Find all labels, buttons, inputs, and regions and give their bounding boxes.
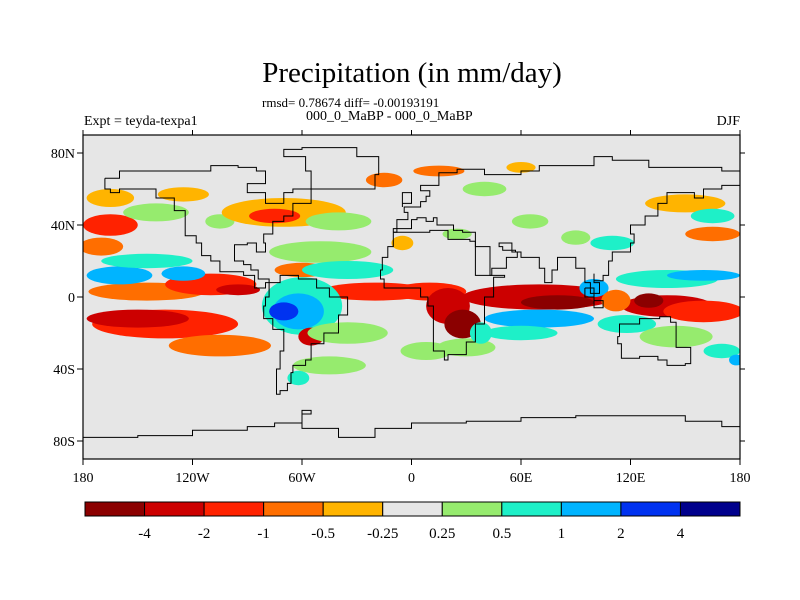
anomaly-region-38 <box>484 325 558 341</box>
anomaly-region-26 <box>307 322 388 344</box>
colorbar-swatch-4 <box>322 501 384 517</box>
continent-outline-2 <box>283 147 380 190</box>
anomaly-region-58 <box>703 343 740 359</box>
colorbar-swatch-8 <box>560 501 622 517</box>
anomaly-region-28 <box>287 370 310 386</box>
continent-outline-3 <box>380 229 506 361</box>
anomaly-region-5 <box>216 284 261 296</box>
anomaly-region-18 <box>269 241 372 263</box>
colorbar-label-8: 2 <box>617 526 625 542</box>
anomaly-region-8 <box>101 253 193 269</box>
x-tick-label-4: 60E <box>510 471 533 486</box>
anomaly-region-59 <box>729 354 740 366</box>
stats-subtitle: rmsd= 0.78674 diff= -0.00193191 <box>262 95 439 110</box>
anomaly-region-48 <box>685 226 740 242</box>
x-tick-label-0: 180 <box>73 471 94 486</box>
anomaly-region-12 <box>157 187 209 202</box>
continent-outline-0 <box>104 165 312 289</box>
anomaly-region-43 <box>667 270 740 281</box>
anomaly-region-10 <box>83 214 138 236</box>
experiment-label: Expt = teyda-texpa1 <box>84 114 198 129</box>
y-tick-label-0: 80N <box>51 147 75 162</box>
colorbar-swatch-10 <box>679 501 741 517</box>
anomaly-region-16 <box>249 208 301 224</box>
anomaly-layer <box>83 162 740 386</box>
anomaly-region-45 <box>601 289 631 312</box>
anomaly-region-61 <box>442 228 472 240</box>
anomaly-region-2 <box>168 334 271 357</box>
colorbar-label-9: 4 <box>677 526 685 542</box>
season-label: DJF <box>717 114 741 129</box>
y-tick-label-2: 0 <box>68 291 75 306</box>
anomaly-region-17 <box>305 212 372 231</box>
colorbar-swatch-5 <box>382 501 443 517</box>
anomaly-region-52 <box>561 230 591 245</box>
colorbar-label-7: 1 <box>558 526 566 542</box>
anomaly-region-60 <box>391 235 414 251</box>
run-subtitle: 000_0_MaBP - 000_0_MaBP <box>306 109 473 124</box>
colorbar-label-1: -2 <box>198 526 211 542</box>
anomaly-region-41 <box>663 300 740 323</box>
anomaly-region-54 <box>462 181 507 197</box>
colorbar-label-5: 0.25 <box>429 526 455 542</box>
chart-title: Precipitation (in mm/day) <box>262 57 562 89</box>
anomaly-region-9 <box>83 237 124 256</box>
anomaly-region-6 <box>86 266 153 285</box>
anomaly-region-36 <box>521 295 594 310</box>
axes: 180 120W 60W 0 60E 120E 180 80N 40N 0 40S 80S <box>51 130 751 486</box>
map-plot <box>82 134 741 460</box>
y-tick-label-1: 40N <box>51 219 75 234</box>
continent-outline-7 <box>584 287 604 309</box>
anomaly-region-20 <box>302 261 394 279</box>
colorbar-label-4: -0.25 <box>367 526 398 542</box>
x-tick-label-2: 60W <box>288 471 316 486</box>
anomaly-region-51 <box>590 235 635 251</box>
anomaly-region-37 <box>484 309 594 328</box>
colorbar-label-6: 0.5 <box>492 526 511 542</box>
anomaly-region-13 <box>123 203 189 222</box>
colorbar-swatch-3 <box>263 501 324 517</box>
continent-outline-4 <box>392 156 740 294</box>
colorbar-swatch-0 <box>84 501 146 517</box>
colorbar-swatch-1 <box>144 501 205 517</box>
continent-outline-8 <box>401 192 412 207</box>
colorbar-swatch-2 <box>203 501 265 517</box>
anomaly-region-40 <box>634 293 664 308</box>
y-tick-label-3: 40S <box>53 363 75 378</box>
colorbar-label-3: -0.5 <box>311 526 335 542</box>
continent-outline-5 <box>617 316 692 366</box>
continent-outline-6 <box>83 409 740 438</box>
anomaly-region-23 <box>272 293 324 330</box>
anomaly-region-1 <box>86 309 189 328</box>
x-tick-label-6: 180 <box>730 471 751 486</box>
anomaly-region-27 <box>292 356 366 375</box>
x-tick-label-5: 120E <box>616 471 646 486</box>
anomaly-region-24 <box>269 302 299 321</box>
colorbar: -4 -2 -1 -0.5 -0.25 0.25 0.5 1 2 4 <box>84 501 741 542</box>
colorbar-swatch-9 <box>620 501 681 517</box>
anomaly-region-55 <box>413 165 465 177</box>
anomaly-region-11 <box>86 189 135 207</box>
colorbar-label-2: -1 <box>257 526 270 542</box>
colorbar-label-0: -4 <box>138 526 151 542</box>
x-tick-label-3: 0 <box>408 471 415 486</box>
continent-outline-1 <box>263 274 349 395</box>
anomaly-region-57 <box>506 162 536 173</box>
anomaly-region-50 <box>690 208 735 224</box>
anomaly-region-53 <box>511 214 549 229</box>
colorbar-swatch-6 <box>441 501 503 517</box>
anomaly-region-49 <box>645 194 726 213</box>
anomaly-region-56 <box>365 172 403 188</box>
x-tick-label-1: 120W <box>175 471 210 486</box>
anomaly-region-7 <box>161 266 206 281</box>
colorbar-swatch-7 <box>501 501 562 517</box>
y-tick-label-4: 80S <box>53 435 75 450</box>
continent-outlines <box>83 147 740 438</box>
